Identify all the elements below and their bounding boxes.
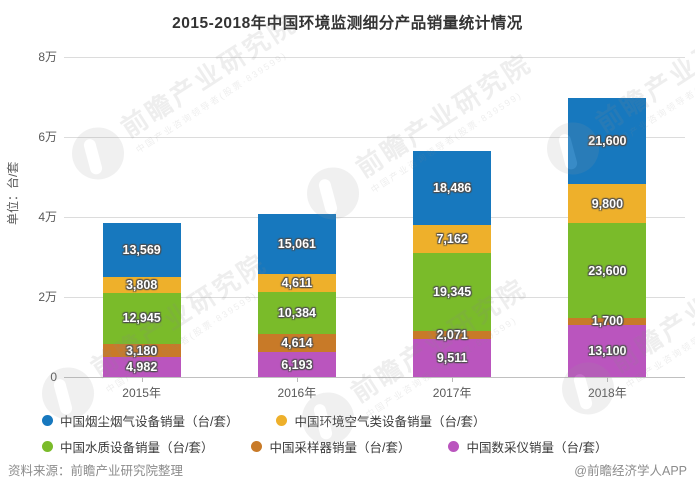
x-axis-tick: [452, 377, 454, 382]
legend-label: 中国数采仪销量（台/套）: [466, 441, 608, 455]
bar-value-label: 4,614: [281, 335, 313, 350]
bar-segment: 21,600: [568, 97, 647, 185]
legend-item: 中国数采仪销量（台/套）: [448, 437, 607, 456]
y-axis-tick-label: 8万: [38, 50, 57, 64]
bar-value-label: 3,180: [125, 343, 158, 358]
bar-value-label: 15,061: [277, 236, 316, 251]
bar-segment: 15,061: [257, 213, 336, 274]
x-axis-label: 2018年: [588, 386, 627, 400]
legend-label: 中国水质设备销量（台/套）: [60, 441, 214, 455]
legend-label: 中国环境空气类设备销量（台/套）: [294, 415, 486, 429]
bar-segment: 1,700: [568, 314, 647, 328]
stacked-bar-2015年: 13,569 3,808 12,945 3,180 4,982: [102, 223, 181, 377]
y-axis-tick-label: 2万: [38, 290, 57, 304]
legend-item: 中国环境空气类设备销量（台/套）: [276, 411, 485, 430]
bar-value-label: 13,569: [122, 243, 161, 258]
bar-segment: 23,600: [568, 223, 647, 318]
bar-value-label: 3,808: [125, 277, 158, 292]
bar-segment: 9,511: [413, 338, 492, 377]
legend: 中国烟尘烟气设备销量（台/套） 中国环境空气类设备销量（台/套） 中国水质设备销量（…: [42, 411, 690, 456]
bar-value-label: 9,800: [591, 196, 624, 211]
x-axis-tick: [296, 377, 298, 382]
bar-segment: 13,569: [102, 223, 181, 278]
bar-value-label: 6,193: [281, 357, 313, 372]
bar-segment: 4,614: [257, 333, 336, 353]
bar-value-label: 4,982: [125, 360, 158, 374]
bar-segment: 3,180: [102, 344, 181, 358]
legend-color-dot: [42, 415, 53, 426]
stacked-bar-2018年: 21,600 9,800 23,600 1,700 13,100: [568, 97, 647, 377]
bar-value-label: 4,611: [281, 276, 313, 291]
gridline: [64, 297, 685, 298]
bar-value-label: 2,071: [436, 327, 468, 342]
gridline: [64, 57, 685, 58]
x-axis-label: 2015年: [122, 386, 161, 400]
source-note: 资料来源：前瞻产业研究院整理: [8, 464, 184, 478]
bar-segment: 13,100: [568, 324, 647, 377]
legend-color-dot: [276, 415, 288, 426]
gridline: [64, 217, 685, 218]
bar-segment: 6,193: [257, 352, 336, 377]
bar-segment: 10,384: [257, 292, 336, 334]
bar-value-label: 9,511: [436, 350, 468, 365]
bar-segment: 4,611: [257, 273, 336, 293]
bar-segment: 4,982: [102, 357, 181, 377]
x-axis-tick: [607, 377, 609, 382]
bar-value-label: 7,162: [436, 231, 468, 246]
y-axis-tick-label: 6万: [38, 130, 57, 144]
legend-color-dot: [42, 441, 53, 452]
bar-segment: 7,162: [413, 224, 492, 254]
y-axis-tick-label: 4万: [38, 210, 57, 224]
legend-color-dot: [448, 441, 460, 452]
stacked-bar-2016年: 15,061 4,611 10,384 4,614 6,193: [257, 213, 336, 377]
legend-item: 中国水质设备销量（台/套）: [42, 437, 213, 456]
legend-label: 中国烟尘烟气设备销量（台/套）: [60, 415, 239, 429]
bar-segment: 19,345: [413, 253, 492, 331]
legend-color-dot: [251, 441, 263, 452]
bar-segment: 9,800: [568, 184, 647, 224]
watermark-logo-icon: [62, 117, 134, 190]
bar-segment: 3,808: [102, 277, 181, 293]
legend-label: 中国采样器销量（台/套）: [269, 441, 411, 455]
bar-value-label: 12,945: [122, 311, 161, 326]
legend-item: 中国烟尘烟气设备销量（台/套）: [42, 411, 238, 430]
x-axis-label: 2017年: [432, 386, 472, 400]
legend-item: 中国采样器销量（台/套）: [251, 437, 410, 456]
bar-value-label: 18,486: [433, 180, 472, 195]
gridline: [64, 137, 685, 138]
bar-value-label: 1,700: [591, 314, 624, 329]
bar-segment: 2,071: [413, 328, 492, 342]
chart-title: 2015-2018年中国环境监测细分产品销量统计情况: [172, 15, 523, 32]
x-axis-line: [64, 377, 685, 378]
x-axis-tick: [141, 377, 143, 382]
bar-value-label: 10,384: [277, 306, 316, 320]
credit-note: @前瞻经济学人APP: [574, 464, 687, 478]
bar-value-label: 21,600: [588, 134, 627, 148]
bar-value-label: 23,600: [588, 263, 627, 278]
x-axis-label: 2016年: [277, 386, 317, 400]
bar-segment: 12,945: [102, 292, 181, 345]
bar-value-label: 19,345: [433, 284, 472, 299]
y-axis-tick-label: 0: [50, 370, 57, 384]
bar-value-label: 13,100: [588, 343, 627, 358]
stacked-bar-2017年: 18,486 7,162 19,345 2,071 9,511: [413, 150, 492, 377]
bar-segment: 18,486: [413, 150, 492, 225]
